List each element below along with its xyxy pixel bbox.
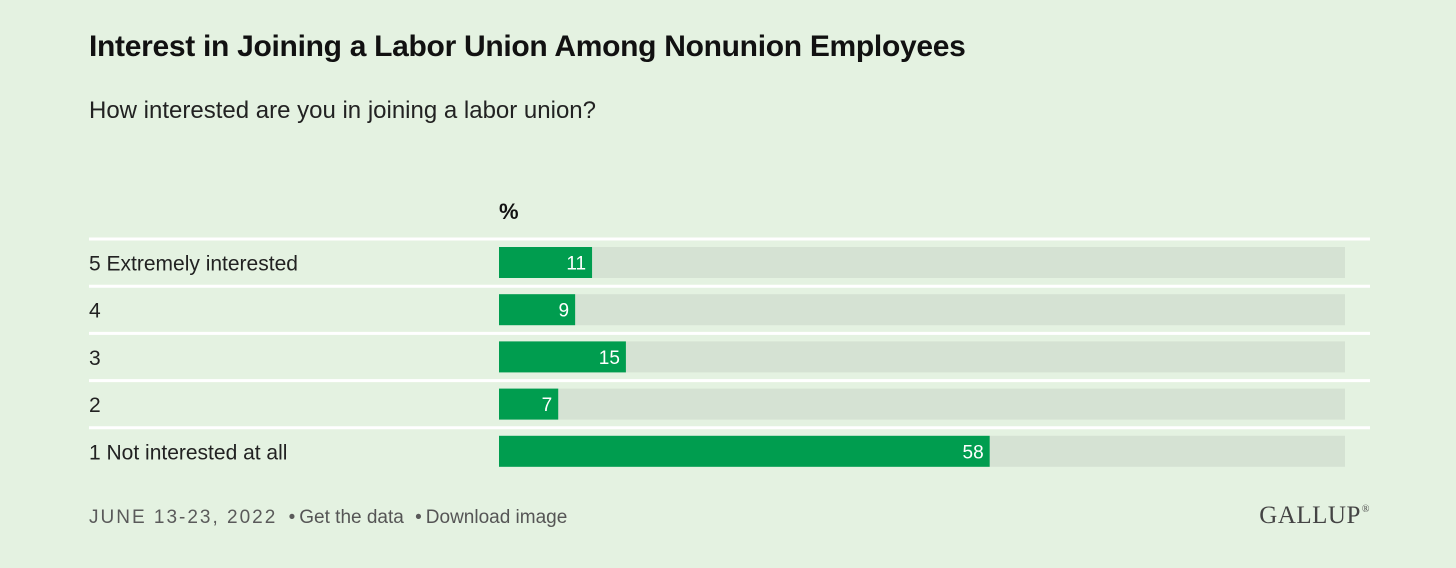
value-label: 11 [566, 254, 586, 275]
value-label: 58 [963, 442, 984, 463]
value-label: 7 [542, 395, 553, 416]
chart-subtitle: How interested are you in joining a labo… [89, 97, 596, 124]
logo-text: GALLUP [1259, 502, 1361, 529]
survey-date: JUNE 13-23, 2022 [89, 507, 278, 528]
bar-track [499, 341, 1345, 373]
chart-title: Interest in Joining a Labor Union Among … [89, 30, 966, 63]
bar [499, 435, 990, 467]
bar [499, 294, 576, 326]
logo-registered-mark: ® [1361, 504, 1370, 515]
chart-footer: JUNE 13-23, 2022 • Get the data • Download… [89, 507, 567, 529]
category-label: 5 Extremely interested [89, 253, 298, 276]
value-label: 15 [599, 348, 620, 369]
get-data-link[interactable]: Get the data [299, 507, 404, 528]
bar [499, 247, 593, 278]
bar [499, 388, 559, 420]
unit-label: % [499, 199, 519, 224]
download-image-link[interactable]: Download image [425, 507, 568, 528]
footer-separator: • [415, 507, 422, 528]
category-label: 2 [89, 394, 101, 417]
bar-track [499, 294, 1345, 326]
bar [499, 341, 626, 373]
bar-track [499, 247, 1345, 278]
bar-track [499, 388, 1345, 420]
category-label: 1 Not interested at all [89, 441, 287, 464]
category-label: 4 [89, 300, 101, 323]
gallup-logo: GALLUP® [1259, 502, 1370, 530]
footer-separator: • [288, 507, 296, 528]
category-label: 3 [89, 347, 101, 370]
value-label: 9 [559, 301, 570, 322]
bar-chart: %5 Extremely interested 114 93 152 71 Not in… [89, 199, 1370, 467]
